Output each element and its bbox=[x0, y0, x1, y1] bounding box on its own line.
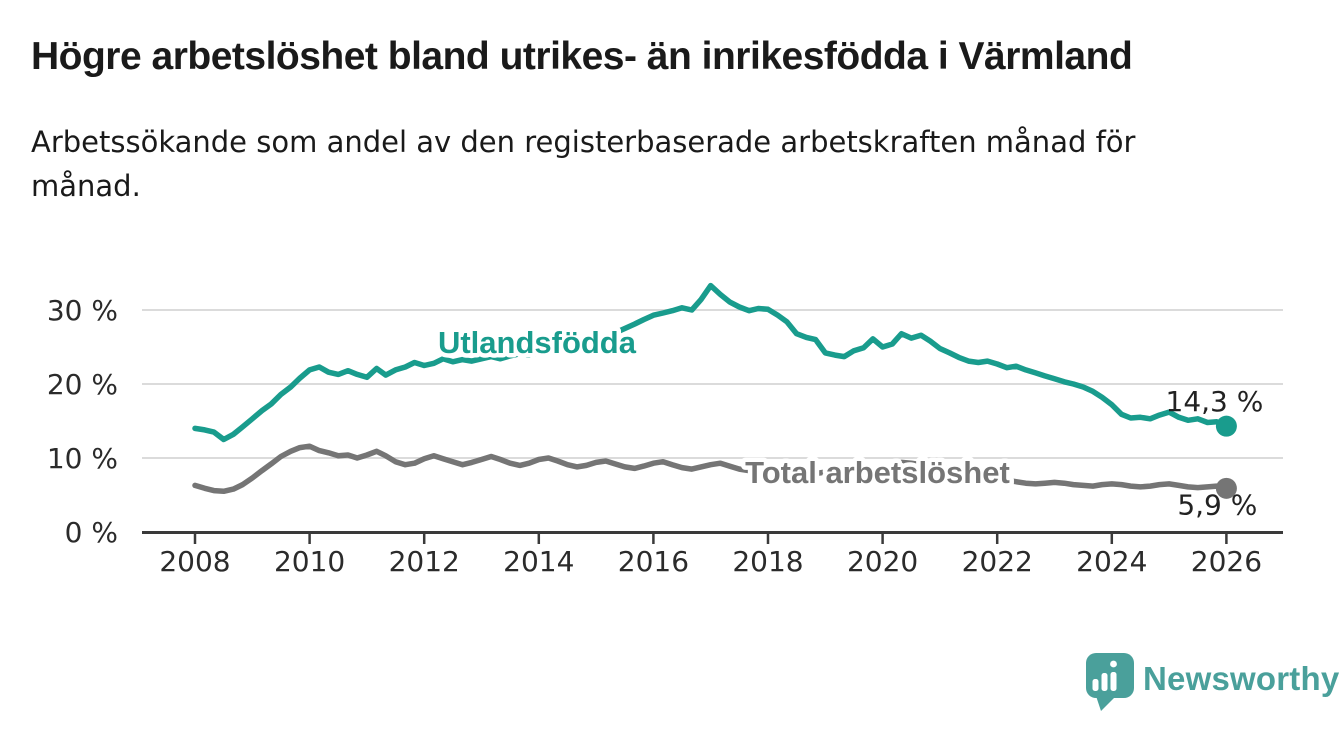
x-axis-tick-label: 2020 bbox=[847, 545, 918, 578]
y-axis-tick-label: 10 % bbox=[47, 442, 118, 475]
x-axis-tick-label: 2012 bbox=[389, 545, 460, 578]
logo-bar-medium-icon bbox=[1101, 673, 1108, 691]
x-axis-tick-label: 2018 bbox=[732, 545, 803, 578]
series-end-dot-utlandsfodda bbox=[1215, 415, 1237, 437]
subtitle: Arbetssökande som andel av den registerb… bbox=[31, 125, 1136, 203]
y-axis-tick-label: 30 % bbox=[47, 294, 118, 327]
series-line-total bbox=[192, 443, 1230, 495]
x-axis-tick-label: 2016 bbox=[618, 545, 689, 578]
logo-bubble-tail bbox=[1096, 696, 1116, 711]
logo-bar-small-icon bbox=[1092, 679, 1099, 691]
end-value-label-utlandsfodda: 14,3 % bbox=[1166, 385, 1264, 418]
series-label-utlandsfodda: Utlandsfödda bbox=[438, 325, 637, 360]
headline: Högre arbetslöshet bland utrikes- än inr… bbox=[31, 35, 1133, 78]
y-axis-tick-label: 0 % bbox=[65, 516, 118, 549]
logo-speech-bubble bbox=[1086, 653, 1134, 698]
x-axis-tick-label: 2026 bbox=[1191, 545, 1262, 578]
newsworthy-wordmark: Newsworthy bbox=[1143, 660, 1340, 697]
x-axis-tick-label: 2024 bbox=[1076, 545, 1147, 578]
logo-exclamation-dot-icon bbox=[1110, 660, 1117, 668]
y-axis-tick-label: 20 % bbox=[47, 368, 118, 401]
end-value-label-total: 5,9 % bbox=[1177, 488, 1257, 521]
series-label-total: Total arbetslöshet bbox=[745, 455, 1010, 490]
series-line-utlandsfodda bbox=[192, 282, 1230, 443]
newsworthy-logo-icon bbox=[1086, 653, 1134, 711]
x-axis-tick-label: 2014 bbox=[503, 545, 574, 578]
x-axis-tick-label: 2010 bbox=[274, 545, 345, 578]
logo-bar-tall-icon bbox=[1110, 672, 1117, 691]
x-axis-tick-label: 2022 bbox=[962, 545, 1033, 578]
x-axis-tick-label: 2008 bbox=[159, 545, 230, 578]
newsworthy-logo: Newsworthy bbox=[1082, 653, 1339, 715]
series-end-dot-total bbox=[1215, 477, 1237, 499]
